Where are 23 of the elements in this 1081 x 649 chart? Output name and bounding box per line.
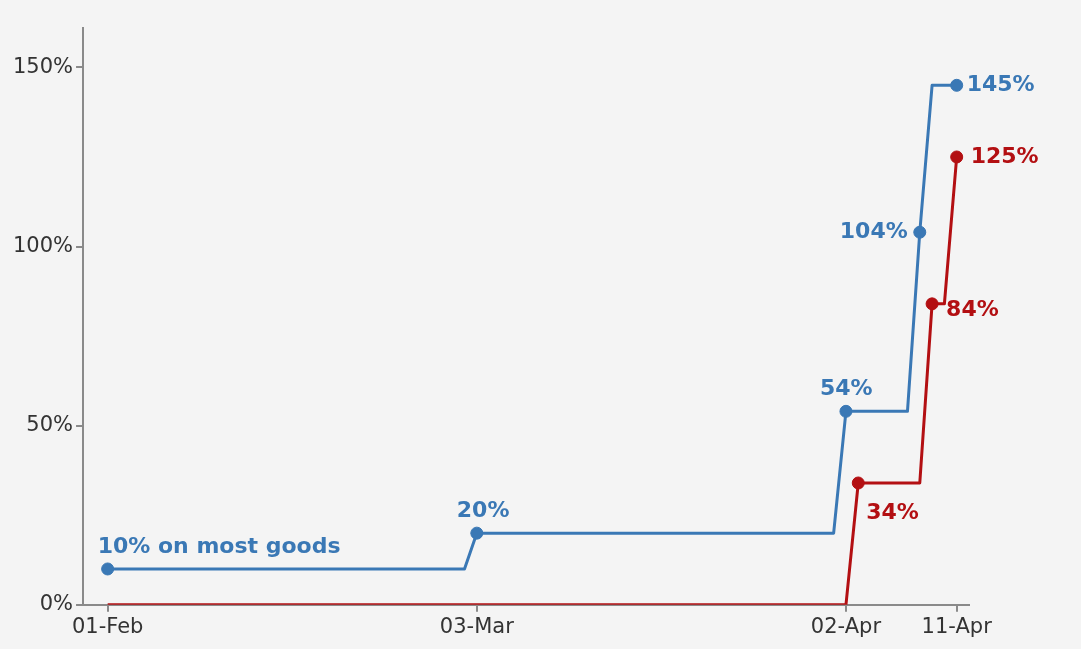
annotation: 145%	[966, 71, 1035, 97]
point	[913, 225, 927, 239]
x-tick-label: 01-Feb	[71, 613, 144, 638]
annotation: 54%	[819, 375, 873, 401]
y-tick-label: 150%	[12, 53, 74, 78]
point	[839, 404, 853, 418]
annotation: 34%	[866, 498, 919, 524]
y-tick-label: 0%	[39, 591, 74, 616]
point	[925, 297, 939, 311]
x-tick-label: 03-Mar	[439, 613, 515, 638]
annotation: 104%	[839, 217, 908, 243]
annotation: 10% on most goods	[97, 532, 341, 558]
y-tick-label: 50%	[26, 412, 74, 437]
y-tick-label: 100%	[12, 232, 74, 257]
annotation: 84%	[946, 295, 999, 321]
point	[101, 562, 115, 576]
point	[950, 78, 964, 92]
annotation: 125%	[970, 142, 1039, 168]
annotation: 20%	[456, 496, 510, 522]
point	[950, 150, 964, 164]
x-tick-label: 02-Apr	[810, 613, 882, 638]
point	[851, 476, 865, 490]
x-tick-label: 11-Apr	[921, 613, 993, 638]
